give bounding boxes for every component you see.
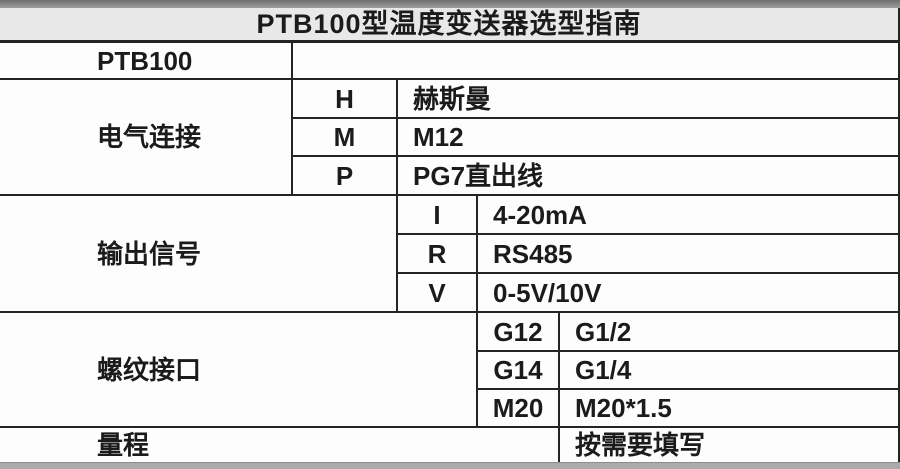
section-label-thread-interface: 螺纹接口 (0, 313, 478, 428)
option-code-cell: M20 (478, 390, 560, 428)
range-value-cell: 按需要填写 (560, 428, 900, 462)
option-code-cell: G12 (478, 313, 560, 352)
option-code-cell: I (398, 196, 478, 235)
option-code-cell: G14 (478, 352, 560, 390)
range-label-cell: 量程 (0, 428, 560, 462)
model-value-cell (293, 43, 900, 80)
option-desc-cell: PG7直出线 (398, 157, 900, 196)
option-code-cell: R (398, 235, 478, 274)
option-code-cell: P (293, 157, 398, 196)
table-title: PTB100型温度变送器选型指南 (0, 8, 900, 43)
section-label-electrical-connection: 电气连接 (0, 80, 293, 196)
selection-guide-table: PTB100型温度变送器选型指南 PTB100 电气连接 H 赫斯曼 M M12… (0, 8, 900, 462)
option-desc-cell: 0-5V/10V (478, 274, 900, 313)
option-desc-cell: M12 (398, 119, 900, 157)
option-desc-cell: RS485 (478, 235, 900, 274)
top-divider-bar (0, 0, 900, 8)
bottom-divider-bar (0, 462, 900, 469)
option-desc-cell: 4-20mA (478, 196, 900, 235)
model-label-cell: PTB100 (0, 43, 293, 80)
section-label-output-signal: 输出信号 (0, 196, 398, 313)
option-desc-cell: M20*1.5 (560, 390, 900, 428)
option-desc-cell: G1/4 (560, 352, 900, 390)
option-code-cell: H (293, 80, 398, 119)
option-code-cell: V (398, 274, 478, 313)
option-code-cell: M (293, 119, 398, 157)
option-desc-cell: G1/2 (560, 313, 900, 352)
option-desc-cell: 赫斯曼 (398, 80, 900, 119)
